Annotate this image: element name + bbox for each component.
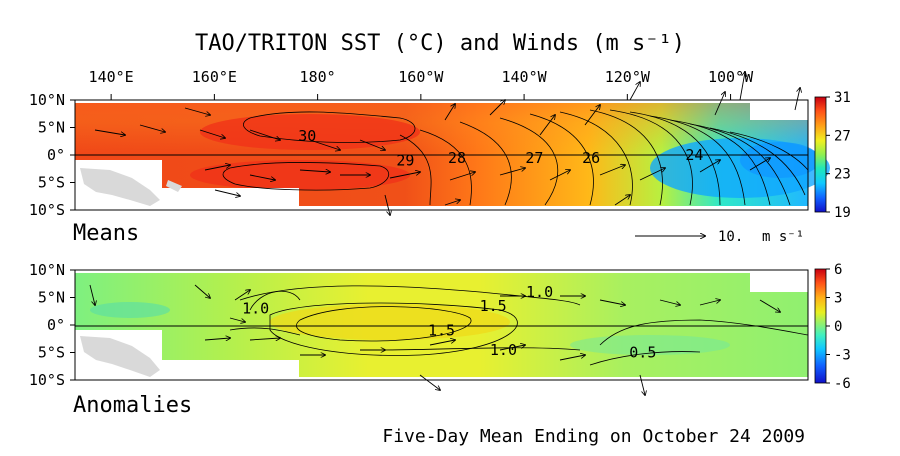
- anomalies-y-tick-label: 0°: [47, 316, 65, 334]
- wind-scale-unit: m s⁻¹: [762, 229, 804, 245]
- means-x-tick-label: 100°W: [708, 68, 754, 86]
- means-panel: 30 29 28 27 26 24 140°E 160°E 180° 160°W 140°W 120…: [29, 68, 851, 246]
- anomalies-contour-label: 1.5: [480, 297, 507, 315]
- anomalies-colorbar: [814, 268, 827, 384]
- means-contour-label: 28: [448, 149, 466, 167]
- anomalies-colorbar-tick-label: 6: [834, 262, 842, 278]
- means-x-tick-label: 160°W: [398, 68, 444, 86]
- anomalies-field: [75, 270, 808, 380]
- means-x-tick-label: 120°W: [605, 68, 651, 86]
- means-contour-label: 29: [396, 152, 414, 170]
- new-guinea-land: [80, 168, 160, 206]
- means-contour-label: 30: [298, 127, 316, 145]
- anomalies-contour-label: 1.0: [526, 283, 553, 301]
- means-contour-label: 24: [685, 146, 703, 164]
- means-y-tick-label: 5°N: [38, 119, 65, 137]
- anomalies-contour-label: 1.0: [242, 300, 269, 318]
- wind-scale-value: 10.: [718, 229, 743, 245]
- anomalies-y-tick-label: 5°S: [38, 344, 65, 362]
- anomalies-y-ticks: 10°N 5°N 0° 5°S 10°S: [29, 261, 75, 389]
- means-y-tick-label: 5°S: [38, 174, 65, 192]
- means-y-tick-label: 10°S: [29, 201, 65, 219]
- anomalies-wind-vectors: [89, 284, 780, 395]
- means-x-tick-label: 180°: [300, 68, 336, 86]
- anomalies-y-tick-label: 5°N: [38, 289, 65, 307]
- anomalies-contour-label: 1.5: [428, 322, 455, 340]
- means-y-ticks: 10°N 5°N 0° 5°S 10°S: [29, 91, 75, 219]
- means-x-tick-label: 140°E: [89, 68, 134, 86]
- anomalies-contours: [229, 285, 809, 366]
- anomalies-contour-labels: 1.01.51.51.0 0.51.0: [242, 283, 656, 362]
- anomalies-y-tick-label: 10°S: [29, 371, 65, 389]
- figure-footer: Five-Day Mean Ending on October 24 2009: [382, 426, 805, 447]
- means-x-tick-label: 140°W: [502, 68, 548, 86]
- means-y-tick-label: 0°: [47, 146, 65, 164]
- means-contours: [222, 109, 809, 206]
- means-colorbar-tick-label: 27: [834, 128, 851, 144]
- means-y-tick-label: 10°N: [29, 91, 65, 109]
- anomalies-colorbar-tick-label: -6: [834, 376, 851, 392]
- figure-title: TAO/TRITON SST (°C) and Winds (m s⁻¹): [195, 31, 685, 56]
- means-colorbar: [814, 96, 827, 213]
- anomalies-panel: 1.01.51.51.0 0.51.0 10°N5°N0°5°S10°S Anom…: [29, 261, 851, 418]
- wind-scale: 10. m s⁻¹: [635, 229, 804, 245]
- anomalies-colorbar-ticks: 6 3 0 -3 -6: [826, 262, 851, 392]
- means-wind-vectors: [94, 72, 800, 215]
- means-panel-label: Means: [73, 221, 139, 246]
- anomalies-contour-label: 0.5: [629, 344, 656, 362]
- anomalies-colorbar-tick-label: -3: [834, 348, 851, 364]
- anomalies-y-tick-label: 10°N: [29, 261, 65, 279]
- means-colorbar-tick-label: 19: [834, 205, 851, 221]
- means-colorbar-ticks: 31 27 23 19: [826, 90, 851, 221]
- means-x-ticks: 140°E 160°E 180° 160°W 140°W 120°W 100°W: [89, 68, 754, 100]
- new-guinea-land-anomalies: [80, 336, 160, 377]
- means-x-tick-label: 160°E: [192, 68, 237, 86]
- anomalies-colorbar-tick-label: 3: [834, 291, 842, 307]
- means-contour-label: 26: [582, 149, 600, 167]
- means-contour-label: 27: [525, 149, 543, 167]
- anomalies-panel-label: Anomalies: [73, 393, 192, 418]
- means-colorbar-tick-label: 31: [834, 90, 851, 106]
- means-colorbar-tick-label: 23: [834, 167, 851, 183]
- anomalies-colorbar-tick-label: 0: [834, 319, 842, 335]
